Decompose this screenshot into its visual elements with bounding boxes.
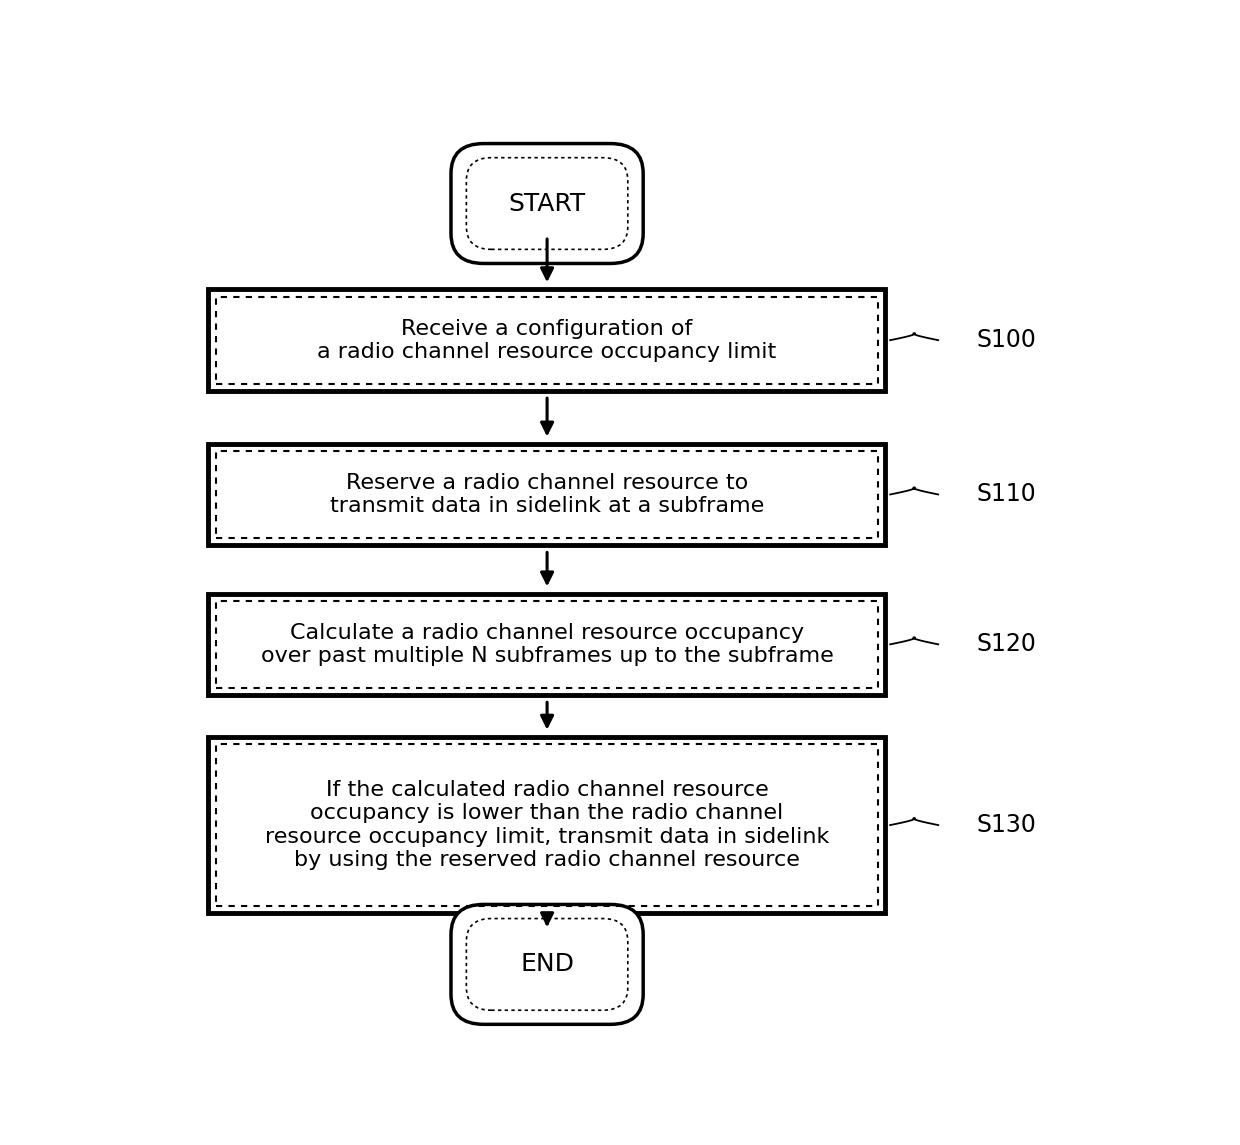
Bar	[208, 737, 885, 914]
Bar	[216, 297, 878, 384]
Text: S110: S110	[977, 482, 1037, 506]
Bar	[208, 444, 885, 545]
Bar	[216, 744, 878, 906]
Text: Calculate a radio channel resource occupancy
over past multiple N subframes up t: Calculate a radio channel resource occup…	[260, 623, 833, 666]
Text: Reserve a radio channel resource to
transmit data in sidelink at a subframe: Reserve a radio channel resource to tran…	[330, 473, 764, 516]
Text: S120: S120	[977, 632, 1037, 656]
Text: S130: S130	[977, 813, 1037, 837]
FancyBboxPatch shape	[451, 905, 644, 1025]
Text: Receive a configuration of
a radio channel resource occupancy limit: Receive a configuration of a radio chann…	[317, 318, 776, 362]
Bar	[208, 593, 885, 695]
Bar	[216, 601, 878, 688]
Text: END: END	[520, 953, 574, 977]
Bar	[216, 451, 878, 538]
Text: If the calculated radio channel resource
occupancy is lower than the radio chann: If the calculated radio channel resource…	[265, 780, 830, 870]
Text: START: START	[508, 191, 585, 215]
Bar	[208, 290, 885, 390]
Text: S100: S100	[977, 329, 1037, 353]
FancyBboxPatch shape	[451, 143, 644, 263]
